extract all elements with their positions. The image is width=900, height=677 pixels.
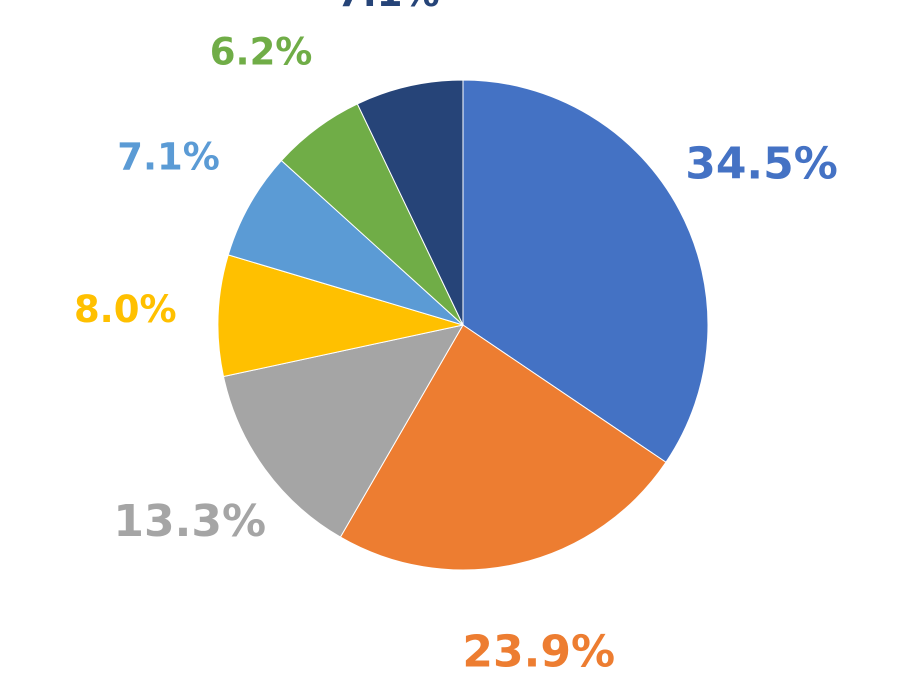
data-label: 23.9% — [462, 626, 615, 673]
pie-slice — [356, 79, 464, 326]
pie-slice — [339, 324, 667, 571]
data-label: 7.1% — [117, 136, 220, 179]
data-label: 8.0% — [74, 288, 177, 331]
pie-slice — [217, 254, 464, 378]
pie-slice — [462, 79, 709, 463]
data-label: 13.3% — [113, 496, 266, 547]
pie-slice — [222, 324, 464, 538]
data-label: 6.2% — [210, 30, 313, 73]
data-label: 7.1% — [337, 0, 440, 15]
data-label: 34.5% — [685, 139, 838, 190]
pie-slice — [227, 159, 464, 326]
